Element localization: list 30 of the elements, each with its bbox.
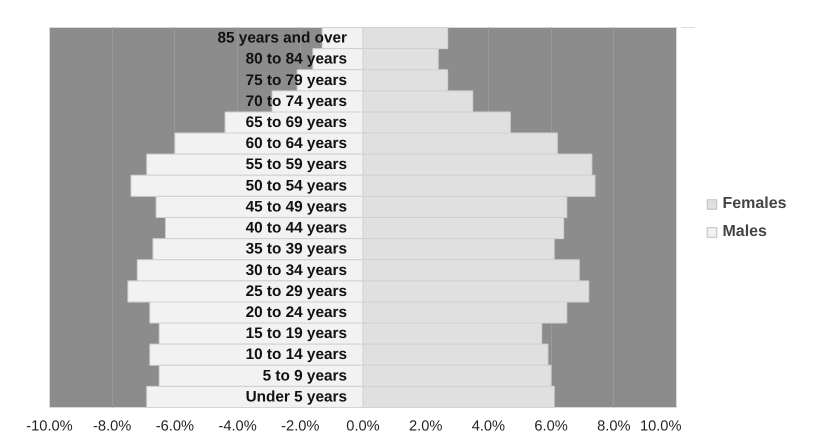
x-tick-label: -10.0% [26,418,73,434]
x-tick-label: -6.0% [156,418,194,434]
y-tick-label: 10 to 14 years [246,346,348,364]
y-tick-label: 25 to 29 years [246,282,348,300]
y-tick-label: 15 to 19 years [246,325,348,342]
x-tick-label: 10.0% [640,418,682,434]
y-tick-label: 85 years and over [217,30,348,47]
y-tick-label: 35 to 39 years [246,240,348,258]
y-tick-label: 60 to 64 years [246,135,348,152]
y-tick-label: Under 5 years [246,388,348,406]
legend-label: Females [722,194,787,212]
y-tick-label: 50 to 54 years [246,177,348,194]
x-tick-label: 6.0% [534,418,568,434]
legend-label: Males [722,222,767,240]
y-tick-label: 80 to 84 years [246,50,348,68]
x-tick-label: 2.0% [408,418,442,434]
y-tick-label: 45 to 49 years [246,198,348,216]
x-tick-label: -2.0% [281,418,320,434]
y-tick-label: 65 to 69 years [246,114,348,131]
y-tick-label: 20 to 24 years [246,304,348,321]
y-tick-label: 5 to 9 years [262,367,347,384]
x-tick-label: -4.0% [218,418,257,434]
x-tick-label: 4.0% [472,418,506,434]
x-tick-label: 8.0% [597,418,631,434]
y-tick-label: 55 to 59 years [246,156,348,174]
x-tick-label: -8.0% [93,418,132,434]
y-tick-label: 30 to 34 years [246,262,348,279]
x-tick-label: 0.0% [346,418,380,434]
y-tick-label: 70 to 74 years [246,92,348,110]
y-tick-label: 40 to 44 years [246,220,348,237]
